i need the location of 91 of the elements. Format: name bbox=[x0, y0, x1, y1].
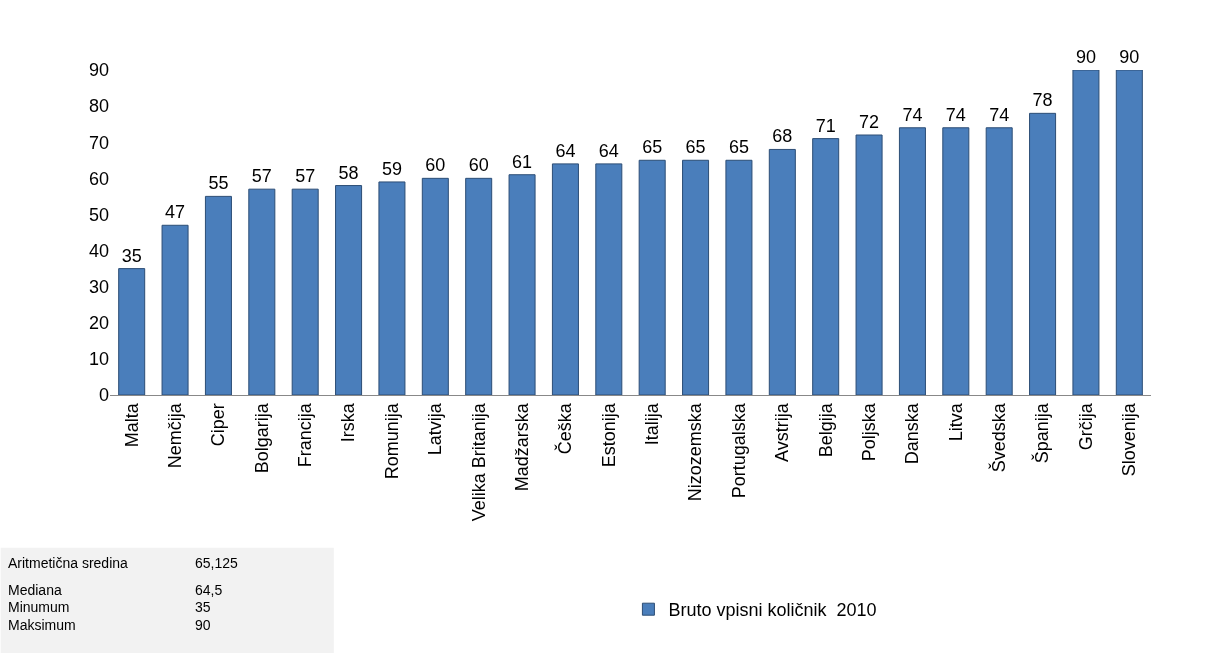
x-tick-label: Italija bbox=[642, 402, 663, 446]
x-tick-label: Grčija bbox=[1075, 402, 1096, 451]
x-tick-label: Francija bbox=[295, 402, 316, 468]
x-tick-label: Estonija bbox=[598, 402, 619, 468]
data-label: 59 bbox=[381, 158, 402, 179]
data-label: 65 bbox=[728, 137, 749, 158]
bar bbox=[985, 127, 1013, 395]
bar bbox=[768, 148, 796, 395]
x-tick-label: Bolgarija bbox=[251, 402, 272, 474]
bar bbox=[248, 188, 276, 395]
data-label: 64 bbox=[555, 140, 576, 161]
bar bbox=[855, 134, 883, 395]
y-tick-label: 70 bbox=[88, 132, 109, 153]
x-tick-label: Danska bbox=[902, 402, 923, 465]
data-label: 55 bbox=[208, 173, 229, 194]
data-label: 74 bbox=[989, 104, 1010, 125]
data-label: 35 bbox=[121, 245, 142, 266]
bar bbox=[1115, 70, 1143, 395]
bar bbox=[898, 127, 926, 395]
data-label: 90 bbox=[1075, 47, 1096, 67]
bar bbox=[551, 163, 579, 395]
bar bbox=[942, 127, 970, 395]
x-tick-label: Avstrija bbox=[772, 402, 793, 462]
bar bbox=[204, 195, 232, 395]
bar bbox=[118, 268, 146, 395]
data-label: 78 bbox=[1032, 90, 1053, 111]
x-tick-label: Velika Britanija bbox=[468, 402, 489, 522]
y-tick-label: 10 bbox=[88, 349, 109, 370]
x-tick-label: Nemčija bbox=[164, 402, 185, 469]
data-label: 68 bbox=[772, 126, 793, 147]
bar bbox=[595, 163, 623, 395]
bar bbox=[812, 138, 840, 395]
text: 65,125 bbox=[195, 555, 239, 571]
x-tick-label: Litva bbox=[945, 402, 966, 442]
y-tick-label: 80 bbox=[88, 96, 109, 117]
data-label: 64 bbox=[598, 140, 619, 161]
data-label: 65 bbox=[642, 137, 663, 158]
bar bbox=[421, 177, 449, 395]
text: 64,5 bbox=[195, 582, 223, 598]
x-tick-label: Madžarska bbox=[511, 402, 532, 492]
data-label: 74 bbox=[945, 104, 966, 125]
y-tick-label: 50 bbox=[88, 204, 109, 225]
y-tick-label: 40 bbox=[88, 240, 109, 261]
text: 35 bbox=[195, 599, 211, 615]
data-label: 57 bbox=[251, 166, 272, 187]
bar bbox=[161, 224, 189, 395]
bar bbox=[682, 159, 710, 395]
x-tick-label: Ciper bbox=[208, 403, 229, 447]
text: Aritmetična sredina bbox=[8, 555, 129, 571]
data-label: 60 bbox=[425, 155, 446, 176]
x-tick-label: Portugalska bbox=[728, 402, 749, 499]
bar bbox=[465, 177, 493, 395]
y-tick-label: 20 bbox=[88, 313, 109, 334]
text: 90 bbox=[195, 617, 211, 633]
y-tick-label: 60 bbox=[88, 168, 109, 189]
data-label: 90 bbox=[1119, 47, 1140, 67]
y-tick-label: 30 bbox=[88, 276, 109, 297]
bar bbox=[508, 174, 536, 395]
bar bbox=[378, 181, 406, 395]
data-label: 72 bbox=[859, 112, 880, 132]
x-tick-label: Poljska bbox=[858, 402, 879, 462]
bar bbox=[335, 185, 363, 395]
text: Mediana bbox=[8, 582, 62, 598]
bar bbox=[1029, 112, 1057, 395]
bar bbox=[725, 159, 753, 395]
text: Maksimum bbox=[8, 617, 76, 633]
bar bbox=[1072, 70, 1100, 395]
x-tick-label: Belgija bbox=[815, 402, 836, 458]
data-label: 71 bbox=[815, 115, 836, 136]
data-label: 61 bbox=[512, 151, 533, 172]
x-tick-label: Malta bbox=[121, 402, 142, 448]
data-label: 74 bbox=[902, 104, 923, 125]
data-label: 65 bbox=[685, 137, 706, 158]
bar bbox=[638, 159, 666, 395]
x-tick-label: Irska bbox=[338, 402, 359, 443]
x-tick-label: Nizozemska bbox=[685, 402, 706, 502]
y-tick-label: 90 bbox=[88, 60, 109, 81]
text: Minumum bbox=[8, 599, 70, 615]
x-tick-label: Latvija bbox=[425, 402, 446, 456]
x-tick-label: Švedska bbox=[988, 402, 1010, 473]
bar bbox=[291, 188, 319, 395]
data-label: 57 bbox=[295, 166, 316, 187]
legend-label: Bruto vpisni količnik 2010 bbox=[668, 600, 877, 621]
data-label: 47 bbox=[165, 202, 186, 223]
x-tick-label: Slovenija bbox=[1119, 402, 1140, 477]
data-label: 58 bbox=[338, 162, 359, 183]
data-label: 60 bbox=[468, 155, 489, 176]
x-tick-label: Romunija bbox=[381, 402, 402, 480]
x-tick-label: Španija bbox=[1031, 402, 1053, 464]
x-tick-label: Češka bbox=[554, 402, 576, 455]
y-tick-label: 0 bbox=[98, 385, 109, 406]
